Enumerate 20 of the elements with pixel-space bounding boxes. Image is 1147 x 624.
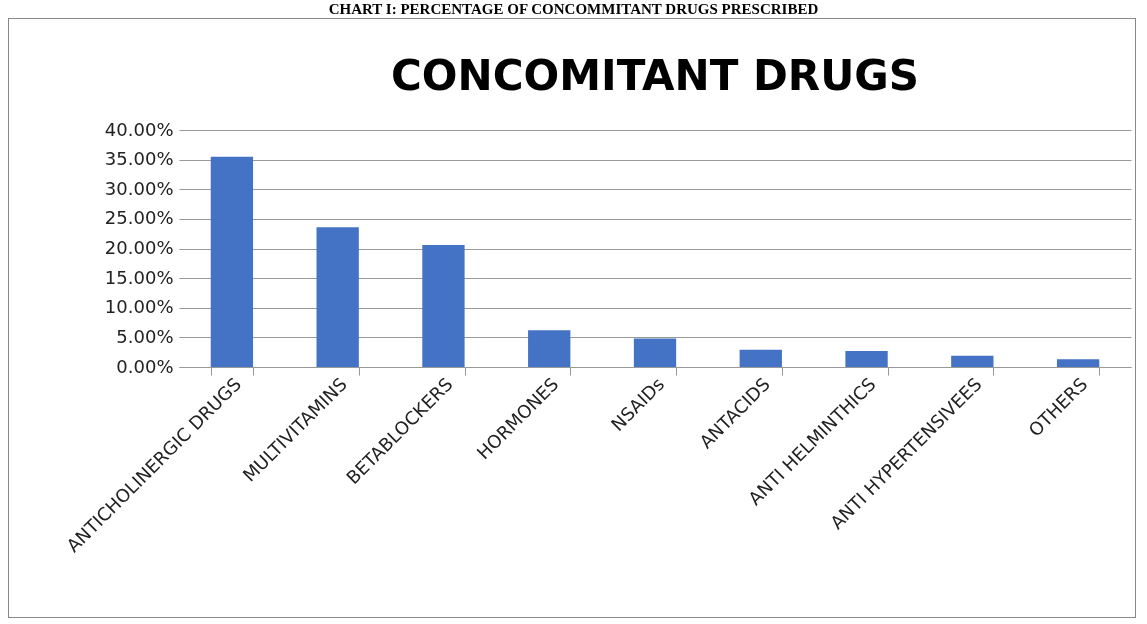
bar: [528, 330, 571, 367]
y-tick-label: 0.00%: [116, 355, 174, 377]
chart-title: CONCOMITANT DRUGS: [391, 51, 919, 100]
bar: [422, 244, 465, 367]
bar: [316, 227, 359, 367]
bar: [739, 349, 782, 367]
y-tick-label: 10.00%: [104, 296, 174, 318]
y-tick-label: 20.00%: [104, 237, 174, 258]
bar: [951, 355, 994, 367]
y-tick-label: 25.00%: [104, 207, 174, 229]
text: CHART I: PERCENTAGE OF CONCOMMITANT DRUGS PRESCRIBED: [327, 0, 820, 18]
y-tick-label: 30.00%: [104, 177, 174, 199]
y-tick-label: 35.00%: [104, 148, 174, 170]
bar: [845, 351, 888, 367]
y-tick-label: 40.00%: [104, 118, 174, 140]
y-tick-label: 5.00%: [116, 325, 174, 347]
bar: [210, 156, 254, 367]
bar: [1056, 359, 1100, 367]
y-tick-label: 15.00%: [104, 266, 174, 288]
bar: [633, 338, 677, 367]
